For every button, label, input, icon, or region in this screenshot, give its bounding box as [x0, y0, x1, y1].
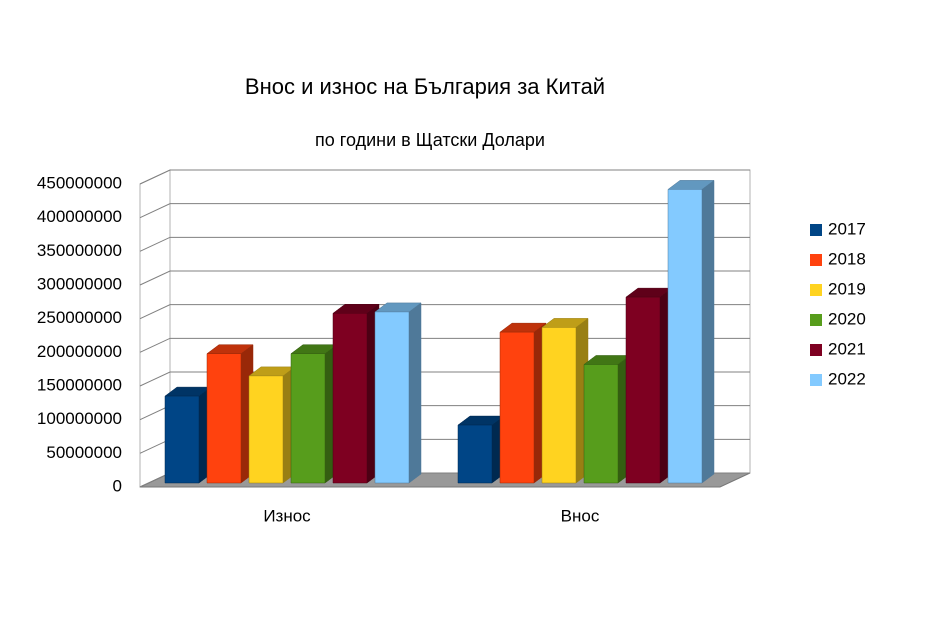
- y-tick-label: 0: [113, 476, 122, 495]
- grid-line: [139, 236, 750, 252]
- bar: [206, 344, 254, 484]
- bar: [457, 415, 505, 484]
- legend-swatch: [810, 344, 822, 356]
- legend-label: 2021: [828, 339, 866, 358]
- legend-label: 2019: [828, 279, 866, 298]
- bar-front: [541, 327, 577, 484]
- y-tick-label: 250000000: [37, 308, 122, 327]
- grid-line: [139, 270, 750, 286]
- legend-label: 2022: [828, 369, 866, 388]
- y-tick-label: 300000000: [37, 274, 122, 293]
- chart-title: Внос и износ на България за Китай: [245, 74, 605, 99]
- bar: [374, 302, 422, 484]
- bar-front: [164, 395, 200, 484]
- bar: [583, 354, 631, 484]
- legend-label: 2020: [828, 309, 866, 328]
- bar: [164, 386, 212, 484]
- legend-swatch: [810, 374, 822, 386]
- y-tick-label: 100000000: [37, 409, 122, 428]
- bar: [541, 317, 589, 484]
- bar-front: [206, 353, 242, 484]
- bar: [667, 179, 715, 484]
- bar-front: [457, 424, 493, 484]
- bar-front: [332, 313, 368, 484]
- legend-swatch: [810, 284, 822, 296]
- bar-front: [374, 311, 410, 484]
- legend-swatch: [810, 224, 822, 236]
- bar-front: [583, 364, 619, 484]
- bar-side: [701, 179, 715, 484]
- bar: [290, 344, 338, 484]
- bar-front: [248, 375, 284, 484]
- legend-swatch: [810, 314, 822, 326]
- y-tick-label: 150000000: [37, 375, 122, 394]
- bar: [248, 366, 296, 484]
- bar-side: [408, 302, 422, 484]
- legend-swatch: [810, 254, 822, 266]
- grid-line: [139, 304, 750, 320]
- x-tick-label: Внос: [561, 506, 600, 525]
- y-tick-label: 50000000: [46, 443, 122, 462]
- grid-line: [139, 169, 750, 185]
- bar-front: [290, 353, 326, 484]
- y-tick-label: 200000000: [37, 342, 122, 361]
- grid-line: [139, 203, 750, 219]
- y-tick-label: 450000000: [37, 173, 122, 192]
- bar: [499, 322, 547, 484]
- bar: [625, 287, 673, 484]
- x-tick-label: Износ: [263, 506, 311, 525]
- y-tick-label: 350000000: [37, 241, 122, 260]
- chart-subtitle: по години в Щатски Долари: [315, 130, 545, 150]
- bar-front: [667, 189, 703, 484]
- legend-label: 2018: [828, 249, 866, 268]
- legend-label: 2017: [828, 219, 866, 238]
- bar: [332, 303, 380, 484]
- bar-front: [499, 331, 535, 484]
- bar-front: [625, 296, 661, 484]
- y-tick-label: 400000000: [37, 207, 122, 226]
